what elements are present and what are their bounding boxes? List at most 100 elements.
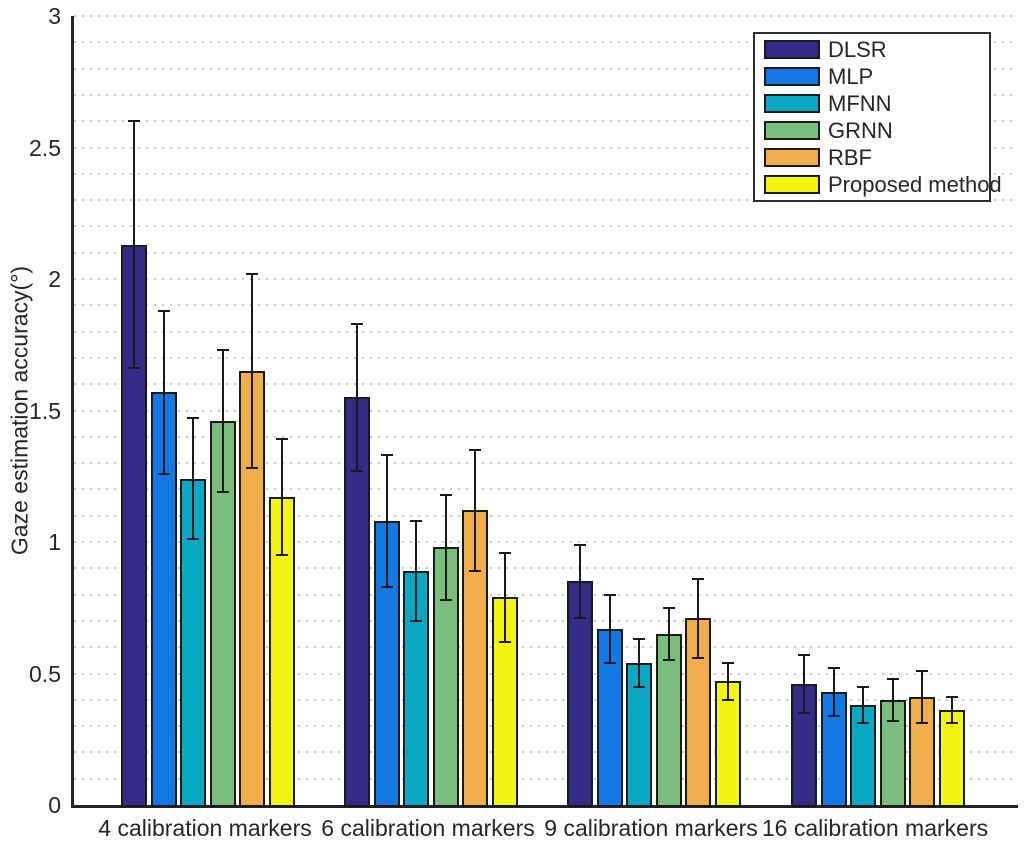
- errorbar-line: [251, 273, 254, 469]
- errorbar-line: [697, 578, 700, 658]
- errorbar-cap: [157, 309, 170, 312]
- y-tick-label: 2: [48, 266, 61, 292]
- legend-label: DLSR: [828, 36, 887, 62]
- gridline: [74, 120, 1018, 123]
- errorbar-cap: [886, 719, 899, 722]
- y-tick-label: 1.5: [29, 397, 61, 424]
- legend-item-mlp: MLP: [755, 64, 989, 90]
- errorbar-line: [474, 449, 477, 571]
- errorbar-cap: [662, 659, 675, 662]
- legend-swatch: [764, 121, 820, 140]
- errorbar-cap: [187, 417, 200, 420]
- x-tick-label: 6 calibration markers: [321, 815, 535, 841]
- legend-label: MFNN: [828, 90, 892, 116]
- gridline: [74, 383, 1018, 386]
- errorbar-cap: [410, 519, 423, 522]
- errorbar-cap: [410, 619, 423, 622]
- errorbar-cap: [276, 554, 288, 557]
- gridline: [74, 777, 1018, 780]
- errorbar-line: [385, 455, 388, 587]
- x-tick-label: 9 calibration markers: [544, 815, 758, 841]
- gridline: [74, 462, 1018, 465]
- errorbar-cap: [499, 551, 511, 554]
- y-tick-label: 0.5: [29, 660, 61, 687]
- gridline: [74, 751, 1018, 754]
- errorbar-cap: [276, 438, 288, 441]
- gridline: [74, 593, 1018, 596]
- errorbar-cap: [633, 638, 646, 641]
- gridline: [74, 698, 1018, 701]
- legend-swatch: [764, 40, 820, 59]
- errorbar-cap: [380, 585, 393, 588]
- errorbar-cap: [946, 722, 958, 725]
- legend-item-mfnn: MFNN: [755, 91, 989, 117]
- errorbar-line: [133, 121, 135, 369]
- errorbar-cap: [798, 654, 810, 657]
- y-tick-label: 3: [48, 3, 61, 29]
- errorbar-cap: [603, 661, 616, 664]
- gridline: [74, 199, 1018, 202]
- errorbar-cap: [692, 577, 705, 580]
- errorbar-cap: [380, 454, 393, 457]
- errorbar-cap: [662, 606, 675, 609]
- errorbar-cap: [603, 593, 616, 596]
- errorbar-line: [281, 439, 283, 556]
- errorbar-cap: [857, 722, 870, 725]
- gridline: [74, 409, 1018, 412]
- legend: DLSR MLP MFNN GRNN RBF Proposed method: [753, 32, 1002, 202]
- gridline: [74, 356, 1018, 359]
- bar-mfnn-group2: [626, 662, 653, 807]
- errorbar-line: [444, 494, 447, 600]
- errorbar-line: [727, 662, 729, 700]
- errorbar-cap: [633, 685, 646, 688]
- plot-area: [71, 15, 1018, 808]
- legend-label: RBF: [828, 144, 872, 170]
- gridline: [74, 146, 1018, 149]
- x-tick-label: 16 calibration markers: [761, 815, 989, 841]
- errorbar-cap: [351, 469, 363, 472]
- legend-label: MLP: [828, 63, 874, 89]
- errorbar-cap: [916, 722, 929, 725]
- y-tick-label: 0: [48, 792, 61, 818]
- gridline: [74, 15, 1018, 17]
- gridline: [74, 672, 1018, 675]
- errorbar-line: [504, 552, 506, 642]
- errorbar-cap: [692, 656, 705, 659]
- errorbar-cap: [128, 120, 140, 123]
- errorbar-cap: [857, 685, 870, 688]
- errorbar-line: [608, 594, 611, 663]
- gridline: [74, 330, 1018, 333]
- errorbar-line: [192, 418, 195, 540]
- legend-item-rbf: RBF: [755, 145, 989, 171]
- errorbar-cap: [128, 367, 140, 370]
- errorbar-line: [951, 697, 953, 724]
- legend-item-proposed-method: Proposed method: [755, 172, 1002, 198]
- errorbar-cap: [722, 661, 734, 664]
- errorbar-cap: [722, 698, 734, 701]
- gridline: [74, 541, 1018, 543]
- bar-proposed-method-group3: [939, 710, 965, 807]
- gridline: [74, 251, 1018, 254]
- legend-swatch: [764, 94, 820, 113]
- errorbar-line: [356, 323, 358, 471]
- errorbar-cap: [439, 598, 452, 601]
- errorbar-cap: [469, 448, 482, 451]
- legend-swatch: [764, 148, 820, 167]
- errorbar-cap: [246, 272, 259, 275]
- gridline: [74, 172, 1018, 175]
- errorbar-cap: [827, 714, 840, 717]
- gridline: [74, 225, 1018, 228]
- gridline: [74, 488, 1018, 491]
- errorbar-line: [891, 678, 894, 721]
- gridline: [74, 93, 1018, 96]
- gridline: [74, 278, 1018, 280]
- errorbar-line: [667, 607, 670, 661]
- legend-swatch: [764, 67, 820, 86]
- errorbar-cap: [469, 569, 482, 572]
- errorbar-cap: [574, 543, 586, 546]
- errorbar-line: [803, 655, 805, 713]
- y-tick-label: 2.5: [29, 134, 61, 161]
- errorbar-line: [862, 686, 865, 724]
- bar-proposed-method-group2: [715, 681, 741, 807]
- legend-label: Proposed method: [828, 171, 1002, 197]
